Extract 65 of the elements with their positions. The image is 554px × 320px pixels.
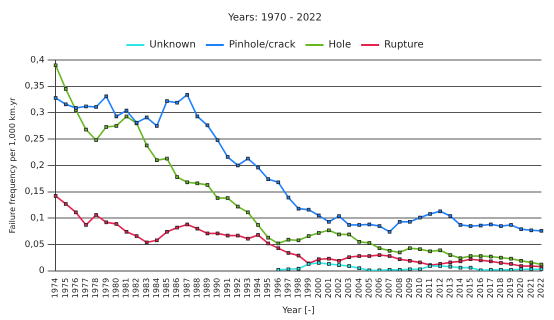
x-tick-label: 1986 bbox=[172, 278, 182, 298]
chart-title: Years: 1970 - 2022 bbox=[227, 12, 322, 24]
y-axis-title: Failure frequency per 1,000 km.yr bbox=[8, 96, 17, 234]
x-tick-label: 1977 bbox=[81, 278, 90, 298]
x-tick-label: 1981 bbox=[122, 278, 131, 298]
x-tick-label: 2012 bbox=[435, 278, 444, 298]
x-tick-label: 1980 bbox=[111, 278, 120, 298]
x-tick-label: 2004 bbox=[354, 278, 364, 298]
y-tick-label: 0,15 bbox=[24, 187, 45, 198]
x-tick-label: 2020 bbox=[516, 278, 526, 298]
x-tick-label: 2017 bbox=[486, 278, 495, 298]
legend-label: Rupture bbox=[384, 40, 424, 51]
x-tick-label: 2015 bbox=[466, 278, 475, 298]
x-tick-label: 1984 bbox=[152, 278, 161, 298]
x-tick-label: 1991 bbox=[222, 278, 232, 298]
x-tick-label: 2018 bbox=[496, 278, 505, 298]
y-tick-label: 0 bbox=[38, 266, 45, 276]
x-tick-label: 2007 bbox=[384, 278, 394, 298]
x-tick-label: 1993 bbox=[243, 278, 252, 298]
x-tick-label: 2000 bbox=[314, 278, 323, 298]
x-tick-label: 1990 bbox=[212, 278, 222, 298]
x-tick-label: 1978 bbox=[91, 278, 100, 298]
y-tick-label: 0,3 bbox=[30, 108, 45, 118]
x-tick-label: 1995 bbox=[263, 278, 272, 298]
y-tick-label: 0,4 bbox=[30, 55, 45, 66]
x-tick-label: 2008 bbox=[394, 278, 404, 298]
x-tick-label: 1997 bbox=[283, 278, 292, 298]
x-tick-label: 2014 bbox=[456, 278, 465, 298]
x-tick-label: 1979 bbox=[101, 278, 110, 298]
x-axis-title: Year [-] bbox=[281, 306, 315, 316]
x-tick-label: 2011 bbox=[425, 278, 434, 298]
x-tick-label: 1999 bbox=[304, 278, 313, 298]
legend-label: Hole bbox=[328, 40, 352, 51]
y-tick-label: 0,1 bbox=[30, 213, 45, 224]
y-tick-label: 0,35 bbox=[24, 82, 45, 92]
x-tick-label: 1985 bbox=[162, 278, 172, 298]
x-tick-label: 2001 bbox=[324, 278, 333, 298]
x-tick-label: 1994 bbox=[253, 278, 262, 298]
x-tick-label: 1983 bbox=[142, 278, 151, 298]
x-tick-label: 2003 bbox=[344, 278, 354, 298]
x-tick-label: 1987 bbox=[182, 278, 192, 298]
legend-label: Unknown bbox=[149, 40, 196, 51]
x-tick-label: 2016 bbox=[476, 278, 485, 298]
legend-label: Pinhole/crack bbox=[228, 40, 296, 51]
x-tick-label: 1988 bbox=[192, 278, 202, 298]
x-tick-label: 1982 bbox=[132, 278, 141, 298]
x-tick-label: 2010 bbox=[415, 278, 424, 298]
y-tick-label: 0,2 bbox=[30, 160, 45, 171]
x-tick-label: 2005 bbox=[364, 278, 374, 298]
x-tick-label: 1974 bbox=[50, 278, 60, 298]
x-tick-label: 1976 bbox=[70, 278, 80, 298]
x-tick-label: 2021 bbox=[526, 278, 536, 298]
x-tick-label: 2002 bbox=[334, 278, 344, 298]
y-tick-label: 0,25 bbox=[24, 134, 45, 144]
x-tick-label: 1998 bbox=[294, 278, 303, 298]
x-tick-label: 1996 bbox=[273, 278, 282, 298]
x-tick-label: 2013 bbox=[445, 278, 454, 298]
x-tick-label: 1989 bbox=[202, 278, 212, 298]
x-tick-label: 2022 bbox=[536, 278, 546, 298]
y-tick-label: 0,05 bbox=[24, 240, 45, 250]
x-tick-label: 1975 bbox=[60, 278, 70, 298]
x-tick-label: 2019 bbox=[506, 278, 516, 298]
x-tick-label: 2009 bbox=[404, 278, 414, 298]
x-tick-label: 2006 bbox=[374, 278, 384, 298]
x-tick-label: 1992 bbox=[232, 278, 242, 298]
